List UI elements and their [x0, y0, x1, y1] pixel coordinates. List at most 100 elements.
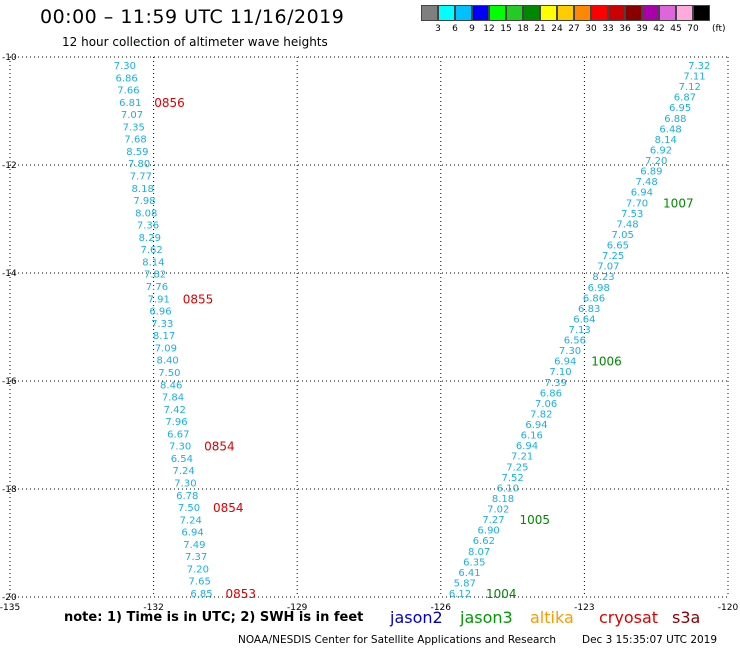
wave-height-value: 8.08 [135, 208, 157, 219]
colorbar-label: 33 [602, 24, 614, 34]
wave-height-value: 6.90 [478, 526, 500, 537]
colorbar-label: 12 [483, 24, 495, 34]
wave-height-value: 7.30 [169, 442, 191, 453]
legend-jason3: jason3 [460, 608, 513, 627]
colorbar-label: 9 [469, 24, 475, 34]
wave-height-value: 7.32 [688, 61, 710, 72]
latitude-tick-label: -12 [2, 161, 17, 171]
longitude-tick-label: -123 [574, 603, 594, 613]
colorbar-swatch [472, 5, 489, 21]
wave-height-value: 6.83 [578, 304, 600, 315]
footer-note: note: 1) Time is in UTC; 2) SWH is in fe… [64, 610, 364, 625]
wave-height-value: 7.91 [148, 294, 170, 305]
pass-time-label: 1006 [591, 355, 622, 369]
wave-height-value: 7.70 [626, 198, 648, 209]
wave-height-value: 7.84 [162, 393, 184, 404]
wave-height-value: 7.24 [180, 515, 202, 526]
colorbar-swatch [642, 5, 659, 21]
colorbar-swatch [540, 5, 557, 21]
wave-height-value: 7.50 [178, 503, 200, 514]
wave-height-value: 6.94 [181, 528, 203, 539]
wave-height-value: 8.40 [156, 356, 178, 367]
wave-height-value: 8.46 [160, 380, 182, 391]
wave-height-value: 8.23 [592, 272, 614, 283]
wave-height-value: 7.42 [164, 405, 186, 416]
wave-height-value: 7.20 [645, 156, 667, 167]
wave-height-value: 7.30 [559, 346, 581, 357]
wave-height-value: 6.65 [607, 241, 629, 252]
wave-height-value: 7.65 [189, 577, 211, 588]
longitude-tick-label: -132 [143, 603, 163, 613]
wave-height-value: 7.20 [187, 564, 209, 575]
latitude-tick-label: -20 [2, 593, 17, 603]
colorbar-label: 30 [585, 24, 597, 34]
wave-height-value: 7.80 [128, 159, 150, 170]
wave-height-value: 7.12 [679, 82, 701, 93]
wave-height-value: 7.48 [616, 219, 638, 230]
wave-height-value: 7.09 [155, 343, 177, 354]
wave-height-value: 6.56 [564, 336, 586, 347]
colorbar-swatch [489, 5, 506, 21]
wave-height-value: 7.21 [511, 452, 533, 463]
wave-height-value: 7.49 [183, 540, 205, 551]
wave-height-value: 7.68 [124, 135, 146, 146]
colorbar-swatch [591, 5, 608, 21]
legend-altika: altika [530, 608, 574, 627]
map-subtitle: 12 hour collection of altimeter wave hei… [62, 35, 328, 49]
legend-s3a: s3a [672, 608, 701, 627]
wave-height-value: 8.17 [153, 331, 175, 342]
colorbar-label: 70 [687, 24, 699, 34]
wave-height-value: 8.18 [492, 494, 514, 505]
wave-height-value: 6.54 [171, 454, 193, 465]
wave-height-value: 6.94 [631, 188, 653, 199]
wave-height-value: 7.52 [501, 473, 523, 484]
wave-height-value: 7.06 [535, 399, 557, 410]
wave-height-value: 8.07 [468, 547, 490, 558]
wave-height-value: 7.39 [545, 378, 567, 389]
wave-height-value: 7.53 [621, 209, 643, 220]
pass-time-label: 0853 [225, 587, 256, 601]
latitude-tick-label: -10 [2, 53, 17, 63]
wave-height-value: 6.86 [540, 388, 562, 399]
wave-height-value: 6.86 [583, 293, 605, 304]
track-west: 7.306.867.666.817.077.357.688.597.807.77… [114, 61, 256, 601]
pass-time-label: 0854 [204, 440, 235, 454]
colorbar-label: 3 [435, 24, 441, 34]
longitude-tick-label: -126 [431, 603, 452, 613]
wave-height-value: 6.64 [573, 314, 595, 325]
colorbar-swatch [574, 5, 591, 21]
colorbar-swatch [659, 5, 676, 21]
colorbar-label: 42 [653, 24, 665, 34]
colorbar-swatch [557, 5, 574, 21]
wave-height-value: 7.48 [635, 177, 657, 188]
longitude-tick-label: -129 [287, 603, 308, 613]
latitude-tick-label: -16 [2, 377, 17, 387]
wave-height-value: 8.14 [142, 257, 164, 268]
wave-height-value: 7.82 [144, 270, 166, 281]
colorbar-label: 45 [670, 24, 682, 34]
wave-height-value: 7.96 [165, 417, 187, 428]
colorbar-unit: (ft) [712, 24, 726, 34]
wave-height-value: 7.02 [487, 505, 509, 516]
wave-height-value: 7.76 [146, 282, 168, 293]
wave-height-value: 7.13 [568, 325, 590, 336]
wave-height-value: 6.48 [659, 124, 681, 135]
wave-height-value: 8.18 [132, 184, 154, 195]
wave-height-value: 6.92 [650, 145, 672, 156]
wave-height-value: 6.78 [176, 491, 198, 502]
wave-height-value: 6.85 [190, 589, 212, 600]
wave-height-value: 7.62 [140, 245, 162, 256]
colorbar-label: 24 [551, 24, 563, 34]
wave-height-value: 6.35 [463, 557, 485, 568]
colorbar-label: 6 [452, 24, 458, 34]
wave-height-value: 7.50 [158, 368, 180, 379]
pass-time-label: 0855 [183, 292, 214, 306]
wave-height-value: 8.59 [126, 147, 148, 158]
credit-line: NOAA/NESDIS Center for Satellite Applica… [238, 634, 556, 646]
map-tick-labels: -135 -132 -129 -126 -123 -120 -10 -12 -14 -16 -18 -… [0, 53, 738, 613]
wave-height-value: 6.86 [116, 73, 138, 84]
wave-height-value: 7.98 [133, 196, 155, 207]
colorbar-label: 27 [568, 24, 580, 34]
map-title: 00:00 – 11:59 UTC 11/16/2019 [40, 6, 345, 28]
colorbar-swatch [523, 5, 540, 21]
